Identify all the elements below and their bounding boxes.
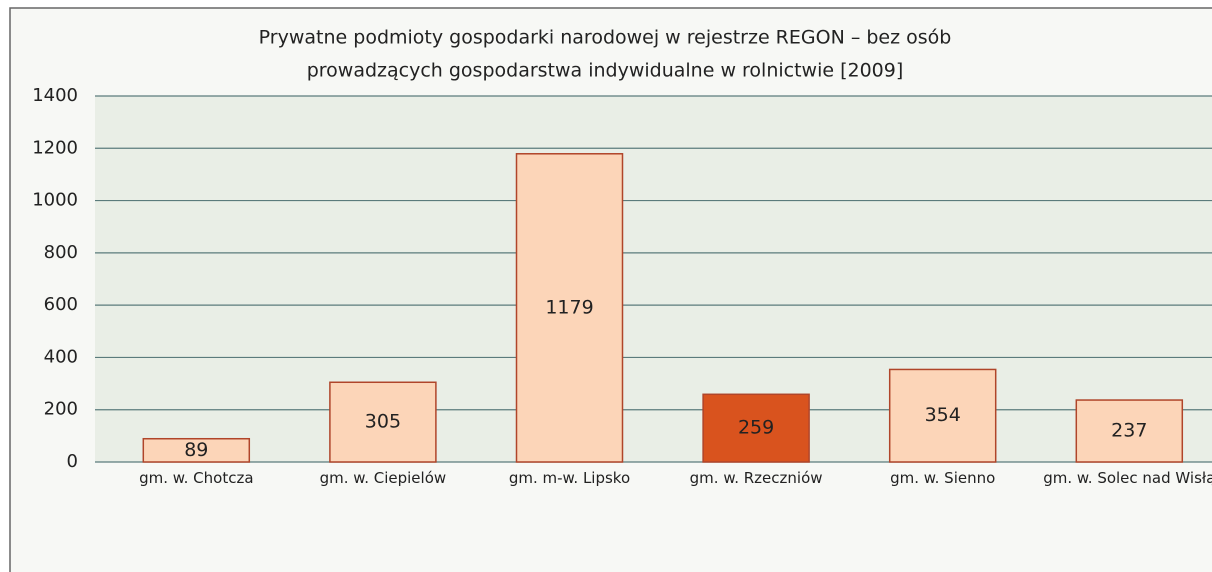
bar <box>329 381 437 463</box>
y-tick-label: 600 <box>44 294 78 315</box>
y-tick-label: 400 <box>44 346 78 367</box>
chart-title: prowadzących gospodarstwa indywidualne w… <box>307 60 904 82</box>
data-label: 354 <box>925 404 961 426</box>
chart-title: Prywatne podmioty gospodarki narodowej w… <box>259 27 952 49</box>
y-tick-label: 0 <box>67 451 78 472</box>
x-tick-label: gm. m-w. Lipsko <box>508 469 631 487</box>
y-tick-label: 1000 <box>32 190 78 211</box>
data-label: 259 <box>738 417 774 439</box>
y-tick-label: 1200 <box>32 137 78 158</box>
data-label: 1179 <box>545 296 593 318</box>
x-tick-label-box: gm. w. Ciepielów <box>319 469 447 487</box>
y-tick-label: 1400 <box>32 85 78 106</box>
plot-area <box>95 96 1212 462</box>
bar <box>1075 399 1184 463</box>
data-label: 305 <box>365 411 401 433</box>
x-tick-label: gm. w. Ciepielów <box>319 469 447 487</box>
bar <box>142 437 251 463</box>
x-tick-label-box: gm. w. Chotcza <box>139 469 254 487</box>
y-tick-label: 800 <box>44 242 78 263</box>
data-label: 89 <box>184 439 208 461</box>
bar <box>702 393 810 463</box>
x-tick-label-box: gm. m-w. Lipsko <box>508 469 631 487</box>
y-tick-label: 200 <box>44 399 78 420</box>
x-tick-label: gm. w. Solec nad Wisłą <box>1043 469 1212 487</box>
x-tick-label: gm. w. Chotcza <box>139 469 254 487</box>
x-tick-label-box: gm. w. Solec nad Wisłą <box>1043 469 1212 487</box>
x-tick-label: gm. w. Rzeczniów <box>689 469 823 487</box>
x-tick-label: gm. w. Sienno <box>890 469 996 487</box>
bar <box>888 368 997 463</box>
bar <box>515 153 624 463</box>
data-label: 237 <box>1111 420 1147 442</box>
x-tick-label-box: gm. w. Rzeczniów <box>689 469 823 487</box>
x-tick-label-box: gm. w. Sienno <box>890 469 996 487</box>
